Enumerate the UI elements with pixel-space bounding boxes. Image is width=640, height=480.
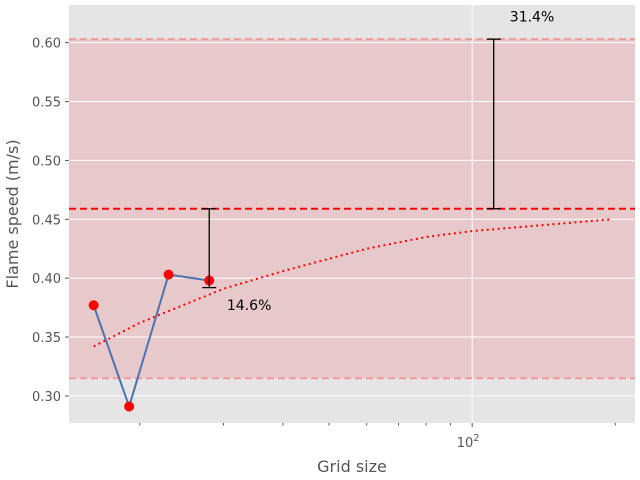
data-point <box>88 300 99 311</box>
uncertainty-band <box>69 39 635 379</box>
y-tick-label: 0.35 <box>32 331 61 346</box>
data-series-line <box>92 273 210 410</box>
y-tick-label: 0.30 <box>32 390 61 405</box>
percent-annotation: 31.4% <box>510 9 554 25</box>
y-tick-label: 0.40 <box>32 272 61 287</box>
fit-curve <box>93 218 612 348</box>
y-tick-label: 0.50 <box>32 154 61 169</box>
reference-lines <box>69 38 635 380</box>
error-bars <box>202 38 501 289</box>
x-axis: 102 <box>139 423 616 451</box>
y-tick-label: 0.55 <box>32 96 61 111</box>
x-tick-label: 102 <box>457 433 480 451</box>
annotations: 14.6% 31.4% <box>227 9 554 313</box>
percent-annotation: 14.6% <box>227 298 271 314</box>
x-axis-label: Grid size <box>317 457 387 476</box>
data-point <box>163 269 174 280</box>
y-tick-label: 0.45 <box>32 213 61 228</box>
y-tick-label: 0.60 <box>32 37 61 52</box>
data-markers <box>88 269 215 412</box>
grid-lines <box>69 5 635 423</box>
y-axis-label: Flame speed (m/s) <box>3 139 22 288</box>
y-axis: 0.30 0.35 0.40 0.45 0.50 0.55 0.60 <box>32 37 69 405</box>
data-point <box>124 401 135 412</box>
